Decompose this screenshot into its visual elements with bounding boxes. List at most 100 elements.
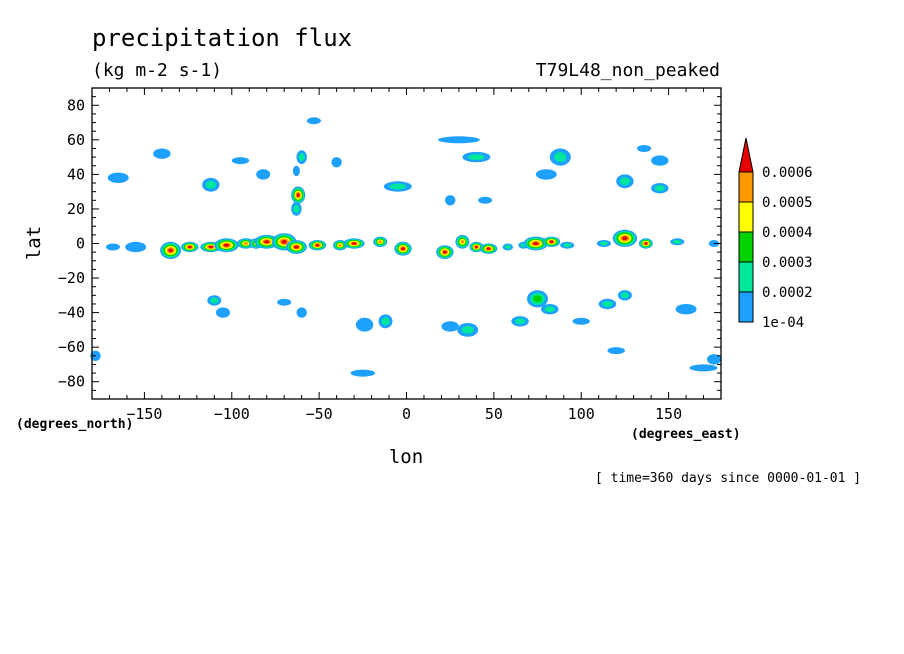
y-axis-label: lat <box>23 226 45 260</box>
contour-level-5 <box>644 242 648 245</box>
contour-level-5 <box>443 250 447 254</box>
contour-level-1 <box>381 317 390 326</box>
contour-level-0 <box>350 369 375 377</box>
contour-level-0 <box>216 307 230 318</box>
precip-cell <box>445 195 456 206</box>
precip-cell <box>202 177 220 192</box>
precip-cell <box>231 157 250 165</box>
x-axis-label: lon <box>389 446 423 468</box>
contour-level-0 <box>637 145 652 152</box>
colorbar-swatch <box>738 231 754 263</box>
contour-level-1 <box>554 152 567 163</box>
experiment-label: T79L48_non_peaked <box>536 60 720 81</box>
precip-cell <box>596 240 611 247</box>
contour-level-5 <box>187 245 192 249</box>
precip-cell <box>254 234 279 249</box>
contour-level-0 <box>437 136 480 144</box>
colorbar-swatch <box>738 291 754 323</box>
contour-level-0 <box>707 354 721 365</box>
y-tick-label: 0 <box>76 235 85 253</box>
contour-level-5 <box>533 242 539 245</box>
colorbar-label: 0.0005 <box>762 195 813 211</box>
contour-level-1 <box>298 153 305 162</box>
precip-cell <box>306 117 321 125</box>
precip-cell <box>479 243 498 254</box>
contour-level-5 <box>296 193 300 198</box>
time-note: [ time=360 days since 0000-01-01 ] <box>595 471 861 486</box>
x-tick-label: 50 <box>485 405 503 423</box>
precip-cell <box>637 145 652 152</box>
precip-cell <box>502 243 513 251</box>
precip-cell <box>436 245 454 259</box>
contour-level-1 <box>461 325 474 334</box>
contour-level-5 <box>264 240 270 244</box>
precip-cell <box>441 321 459 332</box>
x-axis-units: (degrees_east) <box>631 427 741 442</box>
precip-cell <box>333 240 348 251</box>
x-tick-label: −100 <box>214 405 250 423</box>
x-tick-label: −150 <box>126 405 162 423</box>
precip-cell <box>617 290 632 301</box>
precip-cell <box>511 316 529 327</box>
precip-cell <box>541 304 559 315</box>
precip-cell <box>106 243 120 251</box>
contour-level-0 <box>535 169 557 180</box>
y-tick-label: −80 <box>58 373 85 391</box>
contour-level-5 <box>223 243 230 247</box>
precip-cell <box>207 295 222 306</box>
contour-level-0 <box>651 155 669 166</box>
precip-cell <box>160 241 182 259</box>
precip-cell <box>572 317 590 325</box>
precip-cell <box>394 241 412 256</box>
contour-level-5 <box>281 239 287 244</box>
precip-cell <box>373 236 388 247</box>
precip-cell <box>181 241 199 253</box>
precip-cell <box>542 236 561 247</box>
precip-cell <box>125 241 147 253</box>
contour-level-0 <box>125 241 147 253</box>
precip-cell <box>256 169 271 180</box>
contour-level-0 <box>478 196 493 204</box>
contour-level-0 <box>153 148 171 159</box>
contour-level-2 <box>533 295 542 303</box>
contour-level-1 <box>673 239 682 244</box>
contour-level-0 <box>572 317 590 325</box>
precip-cell <box>612 229 638 247</box>
precip-cell <box>469 241 484 253</box>
chart-title: precipitation flux <box>92 24 352 52</box>
precip-cell <box>689 364 718 372</box>
contour-level-1 <box>654 185 665 192</box>
precip-cell <box>607 347 625 355</box>
contour-level-1 <box>544 306 555 313</box>
contour-level-5 <box>549 240 554 244</box>
precip-cell <box>535 169 557 180</box>
contour-level-5 <box>474 245 478 249</box>
precip-cell <box>638 238 653 249</box>
precip-cell <box>296 307 307 318</box>
colorbar-swatch <box>738 261 754 293</box>
contour-level-0 <box>306 117 321 125</box>
contour-level-0 <box>231 157 250 165</box>
precip-cell <box>670 238 685 246</box>
precip-cell <box>153 148 171 159</box>
precip-cell <box>216 307 230 318</box>
contour-level-0 <box>355 317 374 332</box>
contour-level-1 <box>602 301 613 307</box>
contour-level-5 <box>486 247 491 251</box>
contour-level-1 <box>599 241 609 246</box>
y-tick-label: −40 <box>58 304 85 322</box>
contour-level-5 <box>401 247 405 251</box>
contour-level-5 <box>294 245 299 249</box>
contour-level-4 <box>243 242 249 245</box>
y-tick-label: −60 <box>58 338 85 356</box>
precip-cell <box>478 196 493 204</box>
contour-level-4 <box>460 240 465 244</box>
colorbar-label: 0.0004 <box>762 225 813 241</box>
contour-level-5 <box>208 245 214 249</box>
y-axis-ticks: 80 60 40 20 0 −20 −40 −60 −80 <box>58 87 721 400</box>
contour-level-0 <box>296 307 307 318</box>
contour-level-1 <box>504 245 511 249</box>
y-tick-label: 20 <box>67 200 85 218</box>
precip-cell <box>292 165 300 177</box>
